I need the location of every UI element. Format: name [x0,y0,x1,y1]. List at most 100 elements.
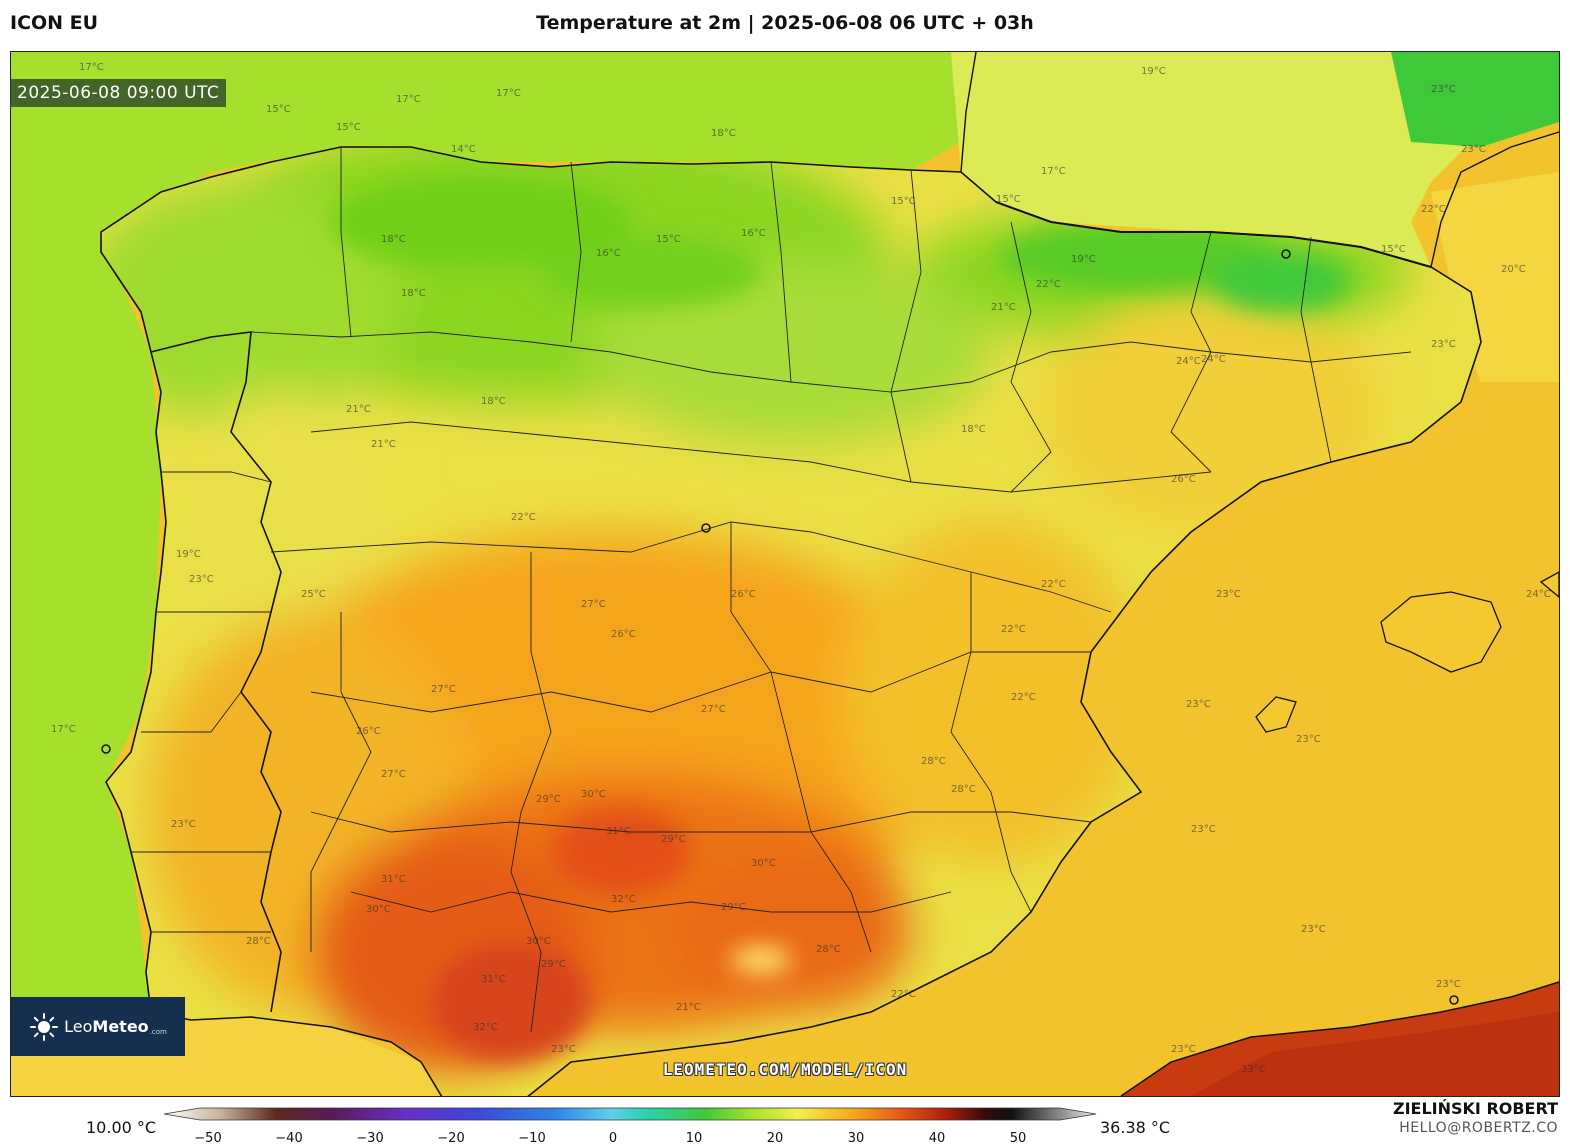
isotherm-label: 21°C [346,404,371,415]
isotherm-labels: 17°C 17°C 17°C 15°C 15°C 14°C 18°C 18°C … [51,62,1551,1075]
isotherm-label: 28°C [246,936,271,947]
colorbar-ticks: −50 −40 −30 −20 −10 0 10 20 30 40 50 [194,1131,1026,1145]
madrid-marker [701,523,711,533]
isotherm-label: 17°C [496,88,521,99]
isotherm-label: 23°C [1296,734,1321,745]
isotherm-label: 28°C [951,784,976,795]
colorbar-tick: 20 [767,1131,784,1145]
isotherm-label: 23°C [1431,339,1456,350]
colorbar-tick: 10 [686,1131,703,1145]
isotherm-label: 26°C [356,726,381,737]
isotherm-label: 21°C [991,302,1016,313]
isotherm-label: 15°C [656,234,681,245]
alps-cold [1391,52,1559,147]
isotherm-label: 29°C [661,834,686,845]
mallorca-island [1380,591,1502,673]
isotherm-label: 18°C [401,288,426,299]
isotherm-label: 18°C [711,128,736,139]
france-coast [960,52,977,173]
isotherm-label: 15°C [1381,244,1406,255]
isotherm-label: 29°C [721,902,746,913]
isotherm-label: 18°C [381,234,406,245]
atlantic-ocean [11,52,961,1012]
author-email[interactable]: HELLO@ROBERTZ.CO [1399,1120,1558,1136]
isotherm-label: 23°C [1171,1044,1196,1055]
isotherm-label: 17°C [1041,166,1066,177]
isotherm-label: 21°C [371,439,396,450]
isotherm-label: 20°C [1501,264,1526,275]
colorbar-tick: 40 [929,1131,946,1145]
iberian-peninsula [101,147,1481,1096]
isotherm-label: 17°C [79,62,104,73]
isotherm-label: 31°C [481,974,506,985]
colorbar-max-label: 36.38 °C [1100,1118,1171,1137]
isotherm-label: 29°C [536,794,561,805]
isotherm-label: 21°C [676,1002,701,1013]
isotherm-label: 17°C [396,94,421,105]
colorbar-tick: −30 [356,1131,383,1145]
andorra-marker [1281,249,1291,259]
isotherm-label: 15°C [891,196,916,207]
colorbar-min-label: 10.00 °C [86,1118,157,1137]
algiers-marker [1449,995,1459,1005]
map-title: Temperature at 2m | 2025-06-08 06 UTC + … [536,12,1034,34]
isotherm-label: 24°C [1201,354,1226,365]
isotherm-label: 22°C [891,989,916,1000]
temperature-map[interactable]: 17°C 17°C 17°C 15°C 15°C 14°C 18°C 18°C … [10,51,1560,1097]
isotherm-label: 33°C [1241,1064,1266,1075]
isotherm-label: 27°C [381,769,406,780]
map-canvas: 17°C 17°C 17°C 15°C 15°C 14°C 18°C 18°C … [11,52,1559,1096]
leometeo-logo[interactable]: LeoMeteo .com [11,997,185,1056]
logo-suffix: .com [149,1028,167,1036]
isotherm-label: 32°C [473,1022,498,1033]
valid-time-badge: 2025-06-08 09:00 UTC [10,79,227,107]
isotherm-label: 22°C [1036,279,1061,290]
menorca-island [1539,571,1559,598]
isotherm-label: 32°C [611,894,636,905]
isotherm-label: 27°C [701,704,726,715]
africa-coastline [1120,981,1559,1096]
isotherm-label: 17°C [51,724,76,735]
isotherm-label: 28°C [816,944,841,955]
isotherm-label: 18°C [481,396,506,407]
isotherm-label: 23°C [1431,84,1456,95]
colorbar-tick: −10 [518,1131,545,1145]
isotherm-label: 16°C [596,248,621,259]
isotherm-label: 23°C [1436,979,1461,990]
colorbar-tick: −40 [275,1131,302,1145]
isotherm-label: 30°C [526,936,551,947]
colorbar-gradient [163,1107,1097,1121]
isotherm-label: 29°C [541,959,566,970]
isotherm-label: 19°C [1071,254,1096,265]
logo-text: LeoMeteo [64,1017,149,1036]
spain-portugal-border [150,331,282,1013]
isotherm-label: 22°C [1001,624,1026,635]
ibiza-island [1255,696,1297,733]
colorbar-tick: 0 [609,1131,617,1145]
isotherm-label: 23°C [551,1044,576,1055]
isotherm-label: 30°C [751,858,776,869]
isotherm-label: 25°C [301,589,326,600]
isotherm-label: 22°C [511,512,536,523]
author-credit: ZIELIŃSKI ROBERT [1392,1099,1558,1118]
colorbar-tick: −50 [194,1131,221,1145]
isotherm-label: 27°C [431,684,456,695]
sun-icon [30,1012,59,1041]
isotherm-label: 26°C [731,589,756,600]
isotherm-label: 15°C [266,104,291,115]
region-borders [131,147,1412,1033]
isotherm-label: 23°C [1216,589,1241,600]
source-watermark: LEOMETEO.COM/MODEL/ICON [662,1060,908,1079]
isotherm-label: 22°C [1421,204,1446,215]
isotherm-label: 22°C [1041,579,1066,590]
isotherm-label: 26°C [1171,474,1196,485]
isotherm-label: 18°C [961,424,986,435]
isotherm-label: 23°C [1191,824,1216,835]
isotherm-label: 22°C [1011,692,1036,703]
model-name: ICON EU [10,12,99,34]
isotherm-label: 23°C [1186,699,1211,710]
lisbon-marker [101,744,111,754]
colorbar-tick: 50 [1010,1131,1027,1145]
temperature-colorbar: −50 −40 −30 −20 −10 0 10 20 30 40 50 [163,1107,1097,1145]
isotherm-label: 23°C [1461,144,1486,155]
